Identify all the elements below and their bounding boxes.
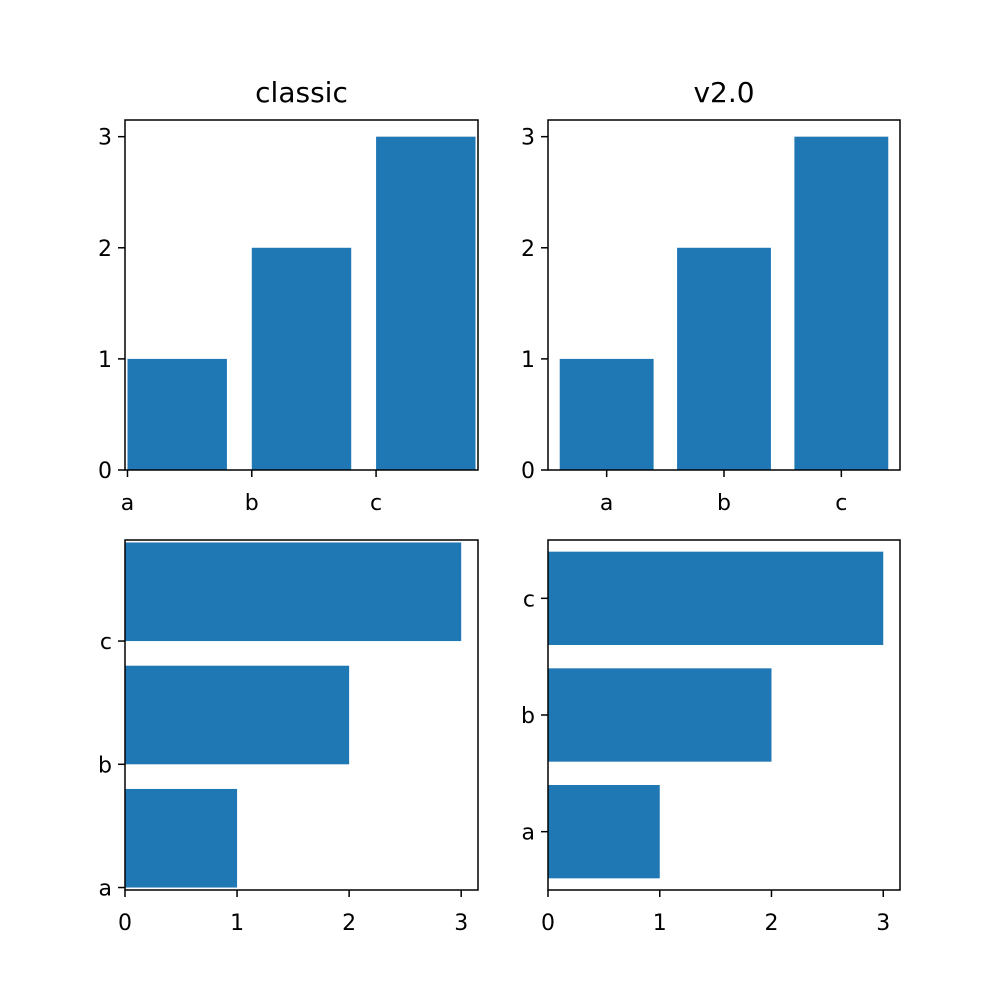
bar-c: [794, 136, 889, 470]
x-tick-label-a: a: [121, 491, 134, 516]
x-tick-label-b: b: [245, 491, 259, 516]
x-tick-label-c: c: [835, 491, 847, 516]
y-tick-label-0: 0: [521, 459, 535, 484]
x-tick-label-a: a: [600, 491, 613, 516]
x-tick-label-2: 2: [764, 911, 778, 936]
y-tick-label-2: 2: [98, 237, 112, 262]
y-tick-label-b: b: [98, 753, 112, 778]
panel-2-plot: a b c 0 1 2 3: [98, 539, 479, 936]
bar-b: [677, 247, 771, 470]
bar-a: [559, 358, 654, 470]
bar-b: [548, 668, 772, 762]
panel-1-plot: a b c 0 1 2 3: [521, 119, 901, 516]
y-tick-label-a: a: [522, 821, 535, 846]
panel-bottom-left: a b c 0 1 2 3: [98, 539, 479, 936]
x-tick-label-3: 3: [876, 911, 890, 936]
x-tick-label-0: 0: [118, 911, 132, 936]
x-tick-label-1: 1: [230, 911, 244, 936]
bar-a: [127, 358, 227, 470]
y-tick-label-3: 3: [98, 126, 112, 151]
panel-title-v2: v2.0: [693, 76, 754, 109]
x-tick-label-0: 0: [541, 911, 555, 936]
y-tick-label-c: c: [523, 587, 535, 612]
panel-top-left: classic a b c 0 1 2 3: [98, 76, 479, 516]
bar-c: [548, 551, 884, 645]
bar-a: [125, 788, 238, 888]
y-tick-label-0: 0: [98, 459, 112, 484]
y-tick-label-2: 2: [521, 237, 535, 262]
panel-top-right: v2.0 a b c 0 1 2 3: [521, 76, 901, 516]
panel-0-plot: a b c 0 1 2 3: [98, 119, 479, 516]
panel-bottom-right: a b c 0 1 2 3: [521, 539, 901, 936]
bar-b: [251, 247, 352, 470]
axes-frame: [124, 119, 479, 471]
x-tick-label-2: 2: [342, 911, 356, 936]
axes-frame: [547, 119, 901, 471]
y-tick-label-1: 1: [98, 348, 112, 373]
x-tick-label-3: 3: [454, 911, 468, 936]
y-tick-label-1: 1: [521, 348, 535, 373]
bar-b: [125, 665, 350, 765]
panel-3-plot: a b c 0 1 2 3: [521, 539, 901, 936]
bar-c: [125, 542, 462, 642]
x-tick-label-c: c: [370, 491, 382, 516]
y-tick-label-c: c: [100, 630, 112, 655]
x-tick-label-b: b: [717, 491, 731, 516]
axes-frame: [547, 539, 901, 891]
y-tick-label-b: b: [521, 704, 535, 729]
axes-frame: [124, 539, 479, 891]
y-tick-label-a: a: [99, 877, 112, 902]
y-tick-label-3: 3: [521, 126, 535, 151]
x-tick-label-1: 1: [653, 911, 667, 936]
bar-a: [548, 785, 660, 879]
bar-c: [376, 136, 476, 470]
panel-title-classic: classic: [255, 76, 348, 109]
